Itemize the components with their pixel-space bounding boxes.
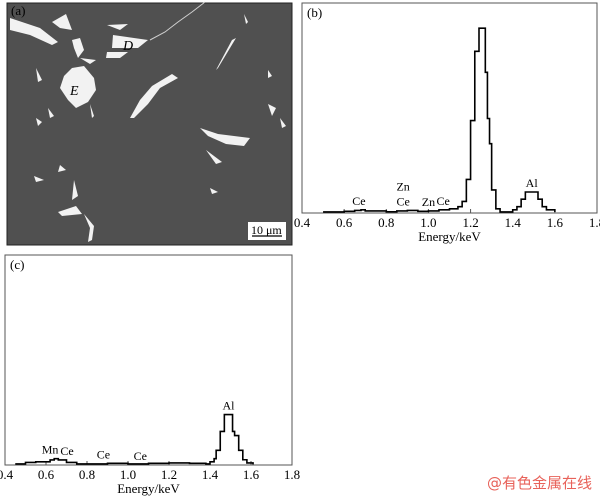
peak-label-ce: Ce [437,194,450,208]
sem-particles [10,14,286,242]
x-axis-label: Energy/keV [117,481,180,496]
x-axis-label: Energy/keV [418,229,481,244]
sem-micrograph: (a) D E 10 μm [6,1,293,246]
particle-label-e: E [69,84,79,99]
peak-label-al: Al [222,399,235,413]
peak-label-ce: Ce [396,194,409,208]
x-tick-label: 1.8 [284,467,300,482]
panel-label: (b) [307,5,322,20]
x-tick-label: 0.8 [378,215,394,230]
x-tick-label: 1.0 [120,467,136,482]
plot-frame [4,254,293,466]
watermark: @有色金属在线 [486,474,592,492]
peak-label-mn: Mn [42,443,59,457]
peak-label-ce: Ce [352,194,365,208]
x-tick-label: 1.6 [243,467,260,482]
plot-frame [301,2,598,214]
spectrum-line [15,413,254,465]
x-tick-label: 1.2 [161,467,177,482]
x-tick-label: 0.6 [38,467,55,482]
peak-label-zn: Zn [396,179,409,193]
peak-label-ce: Ce [97,447,110,461]
peak-label-zn: Zn [422,195,435,209]
x-tick-label: 1.6 [547,215,564,230]
x-tick-label: 0.8 [79,467,95,482]
x-tick-label: 1.2 [462,215,478,230]
panel-label: (c) [10,257,24,272]
x-tick-label: 0.4 [294,215,311,230]
x-tick-label: 0.4 [0,467,14,482]
x-tick-label: 1.4 [505,215,522,230]
x-tick-label: 1.8 [589,215,600,230]
x-tick-label: 1.4 [202,467,219,482]
eds-spectrum-b: 0.4 0.6 0.8 1.0 1.2 1.4 1.6 1.8 Energy/keV (b) Ce C… [294,2,600,244]
x-tick-label: 1.0 [420,215,436,230]
x-tick-label: 0.6 [336,215,353,230]
panel-a-label: (a) [11,3,25,18]
peak-label-al: Al [526,176,539,190]
peak-label-ce: Ce [134,449,147,463]
particle-label-d: D [122,39,133,54]
spectrum-line [323,27,556,213]
peak-label-ce: Ce [60,444,73,458]
scale-bar-label: 10 μm [251,223,282,237]
